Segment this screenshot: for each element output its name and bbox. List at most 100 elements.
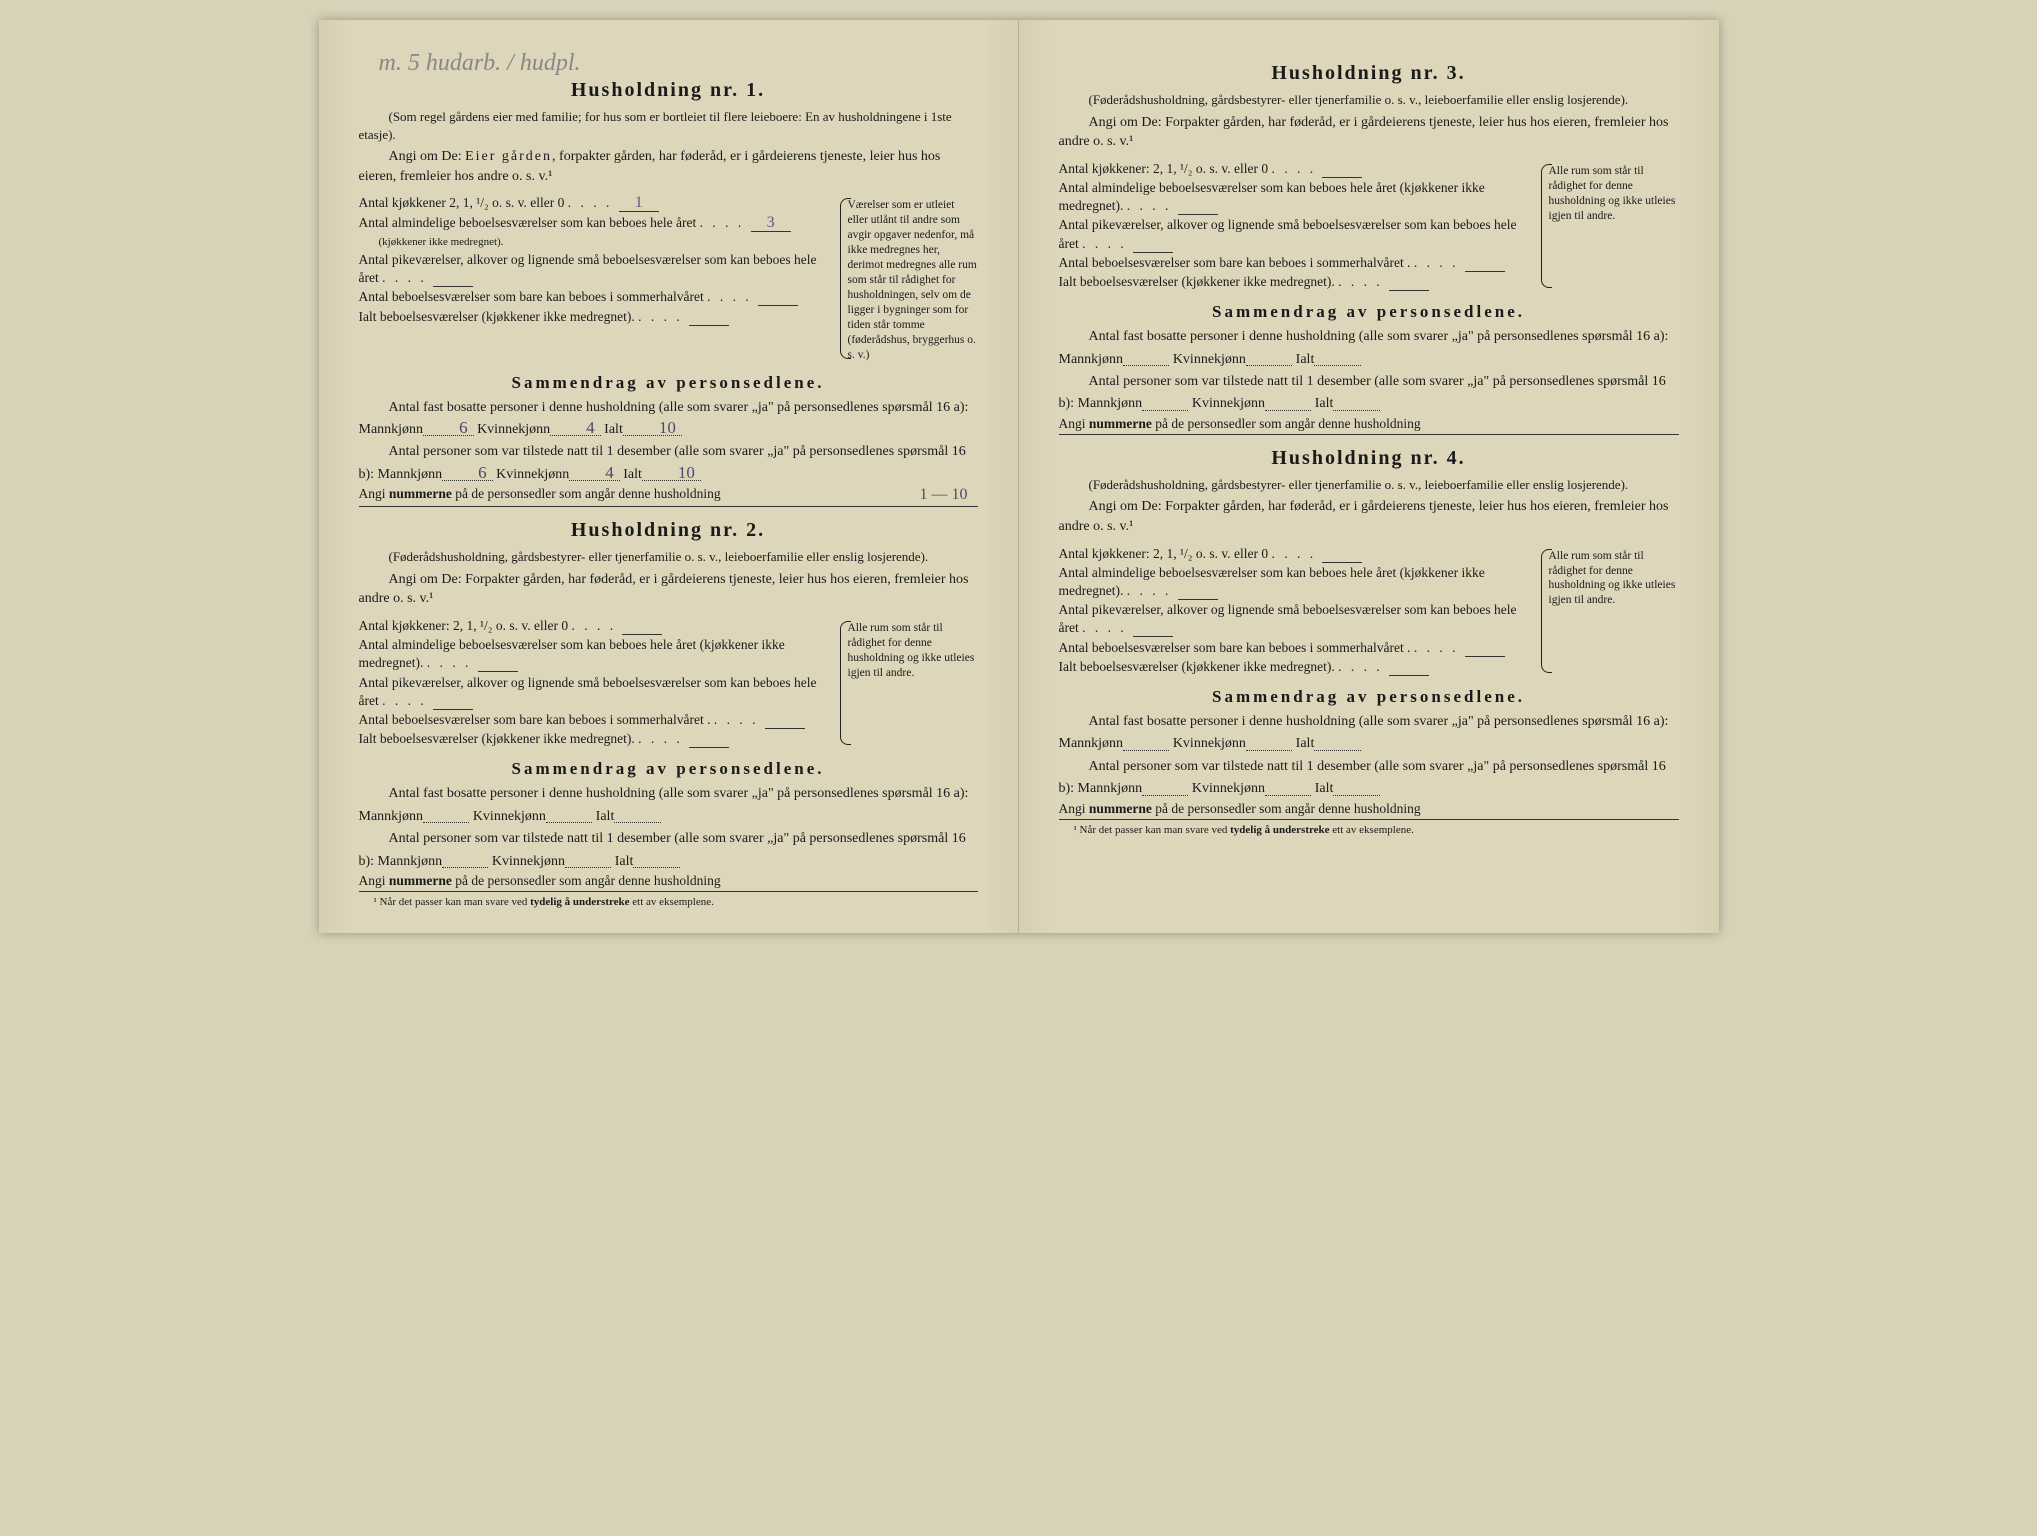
row-label: Antal beboelsesværelser som bare kan beb… xyxy=(359,289,704,304)
summary-title: Sammendrag av personsedlene. xyxy=(359,373,978,393)
form-row: Antal kjøkkener: 2, 1, ¹/₂ o. s. v. elle… xyxy=(1059,545,1539,563)
form-row: Antal almindelige beboelsesværelser som … xyxy=(359,214,838,250)
sidenote: Værelser som er utleiet eller utlånt til… xyxy=(848,194,978,362)
a-mann-value[interactable] xyxy=(1123,350,1169,366)
form-row: Antal beboelsesværelser som bare kan beb… xyxy=(1059,254,1539,272)
handwriting-annotation: m. 5 hudarb. / hudpl. xyxy=(359,50,978,77)
row-value[interactable] xyxy=(1133,620,1173,637)
form-row: Antal beboelsesværelser som bare kan beb… xyxy=(359,288,838,306)
row-value[interactable] xyxy=(765,712,805,729)
row-label: Antal beboelsesværelser som bare kan beb… xyxy=(1059,640,1411,655)
form-row: Antal almindelige beboelsesværelser som … xyxy=(1059,564,1539,600)
row-value[interactable] xyxy=(758,289,798,306)
angi-nummer-value[interactable]: 1 — 10 xyxy=(721,486,978,504)
row-value[interactable] xyxy=(622,618,662,635)
row-label: Antal kjøkkener 2, 1, ¹/₂ o. s. v. eller… xyxy=(359,195,565,210)
a-ialt-value[interactable] xyxy=(1314,734,1360,750)
row-label: Antal kjøkkener: 2, 1, ¹/₂ o. s. v. elle… xyxy=(1059,546,1269,561)
row-value[interactable] xyxy=(1322,161,1362,178)
a-mann-value[interactable] xyxy=(423,807,469,823)
form-row: Antal beboelsesværelser som bare kan beb… xyxy=(1059,639,1539,657)
summary-a: Antal fast bosatte personer i denne hush… xyxy=(1059,326,1679,371)
row-value[interactable] xyxy=(433,693,473,710)
row-value[interactable] xyxy=(1133,236,1173,253)
rows-block: Antal kjøkkener: 2, 1, ¹/₂ o. s. v. elle… xyxy=(1059,545,1539,678)
sidenote: Alle rum som står til rådighet for denne… xyxy=(848,617,978,750)
row-label: Ialt beboelsesværelser (kjøkkener ikke m… xyxy=(1059,274,1335,289)
household-subtitle: (Som regel gårdens eier med familie; for… xyxy=(359,108,978,143)
row-label: Antal kjøkkener: 2, 1, ¹/₂ o. s. v. elle… xyxy=(1059,161,1269,176)
summary-b: Antal personer som var tilstede natt til… xyxy=(359,828,978,873)
a-ialt-value[interactable] xyxy=(614,807,660,823)
row-value[interactable] xyxy=(689,309,729,326)
a-kvinne-value[interactable] xyxy=(1246,734,1292,750)
summary-title: Sammendrag av personsedlene. xyxy=(1059,302,1679,322)
row-value[interactable] xyxy=(433,270,473,287)
household-subtitle: (Føderådshusholdning, gårdsbestyrer- ell… xyxy=(1059,91,1679,109)
summary-a: Antal fast bosatte personer i denne hush… xyxy=(359,397,978,442)
a-ialt-value[interactable] xyxy=(1314,350,1360,366)
angi-nummer-value[interactable] xyxy=(1421,801,1679,817)
row-value[interactable] xyxy=(1178,198,1218,215)
row-value[interactable] xyxy=(478,655,518,672)
row-value[interactable]: 1 xyxy=(619,195,659,212)
row-label: Antal almindelige beboelsesværelser som … xyxy=(1059,180,1485,213)
right-page: Husholdning nr. 3. (Føderådshusholdning,… xyxy=(1019,20,1719,933)
a-mann-value[interactable] xyxy=(1123,734,1169,750)
b-ialt-value[interactable]: 10 xyxy=(642,465,701,481)
summary-b: Antal personer som var tilstede natt til… xyxy=(1059,756,1679,801)
row-value[interactable] xyxy=(1389,659,1429,676)
household-subtitle: (Føderådshusholdning, gårdsbestyrer- ell… xyxy=(359,548,978,566)
a-ialt-value[interactable]: 10 xyxy=(623,420,682,436)
row-value[interactable] xyxy=(1178,583,1218,600)
rows-block: Antal kjøkkener: 2, 1, ¹/₂ o. s. v. elle… xyxy=(359,617,838,750)
row-value[interactable] xyxy=(1465,255,1505,272)
angi-instruction: Angi om De: Forpakter gården, har føderå… xyxy=(1059,497,1679,536)
household-subtitle: (Føderådshusholdning, gårdsbestyrer- ell… xyxy=(1059,476,1679,494)
row-value[interactable] xyxy=(1389,274,1429,291)
angi-instruction: Angi om De: Forpakter gården, har føderå… xyxy=(359,570,978,609)
b-ialt-value[interactable] xyxy=(1333,394,1379,410)
b-kvinne-value[interactable] xyxy=(1265,394,1311,410)
b-mann-value[interactable] xyxy=(442,852,488,868)
sidenote: Alle rum som står til rådighet for denne… xyxy=(1549,160,1679,293)
b-mann-value[interactable] xyxy=(1142,394,1188,410)
form-row: Antal kjøkkener 2, 1, ¹/₂ o. s. v. eller… xyxy=(359,194,838,212)
row-value[interactable]: 3 xyxy=(751,215,791,232)
footnote: ¹ Når det passer kan man svare ved tydel… xyxy=(1059,824,1679,836)
row-value[interactable] xyxy=(1322,546,1362,563)
form-row: Antal almindelige beboelsesværelser som … xyxy=(359,636,838,672)
row-value[interactable] xyxy=(1465,640,1505,657)
angi-nummer-value[interactable] xyxy=(1421,416,1679,432)
rows-block: Antal kjøkkener 2, 1, ¹/₂ o. s. v. eller… xyxy=(359,194,838,362)
angi-nummer-row: Angi nummerne på de personsedler som ang… xyxy=(359,873,978,892)
household-1: Husholdning nr. 1. (Som regel gårdens ei… xyxy=(359,79,978,507)
form-row: Antal pikeværelser, alkover og lignende … xyxy=(1059,601,1539,637)
row-label: Antal almindelige beboelsesværelser som … xyxy=(359,215,697,230)
row-label: Antal almindelige beboelsesværelser som … xyxy=(1059,565,1485,598)
b-mann-value[interactable]: 6 xyxy=(442,465,493,481)
b-mann-value[interactable] xyxy=(1142,779,1188,795)
b-kvinne-value[interactable] xyxy=(565,852,611,868)
row-value[interactable] xyxy=(689,731,729,748)
a-kvinne-value[interactable] xyxy=(1246,350,1292,366)
b-ialt-value[interactable] xyxy=(1333,779,1379,795)
b-ialt-value[interactable] xyxy=(633,852,679,868)
a-mann-value[interactable]: 6 xyxy=(423,420,474,436)
household-2: Husholdning nr. 2. (Føderådshusholdning,… xyxy=(359,519,978,908)
row-label: Antal beboelsesværelser som bare kan beb… xyxy=(359,712,711,727)
angi-nummer-value[interactable] xyxy=(721,873,978,889)
row-label: Ialt beboelsesværelser (kjøkkener ikke m… xyxy=(359,731,635,746)
a-kvinne-value[interactable] xyxy=(546,807,592,823)
a-kvinne-value[interactable]: 4 xyxy=(550,420,601,436)
household-title: Husholdning nr. 2. xyxy=(359,519,978,542)
angi-nummer-row: Angi nummerne på de personsedler som ang… xyxy=(359,486,978,507)
household-title: Husholdning nr. 1. xyxy=(359,79,978,102)
b-kvinne-value[interactable]: 4 xyxy=(569,465,620,481)
row-label: Ialt beboelsesværelser (kjøkkener ikke m… xyxy=(359,309,635,324)
angi-nummer-row: Angi nummerne på de personsedler som ang… xyxy=(1059,416,1679,435)
row-label: Ialt beboelsesværelser (kjøkkener ikke m… xyxy=(1059,659,1335,674)
form-row: Ialt beboelsesværelser (kjøkkener ikke m… xyxy=(359,730,838,748)
summary-title: Sammendrag av personsedlene. xyxy=(1059,687,1679,707)
b-kvinne-value[interactable] xyxy=(1265,779,1311,795)
